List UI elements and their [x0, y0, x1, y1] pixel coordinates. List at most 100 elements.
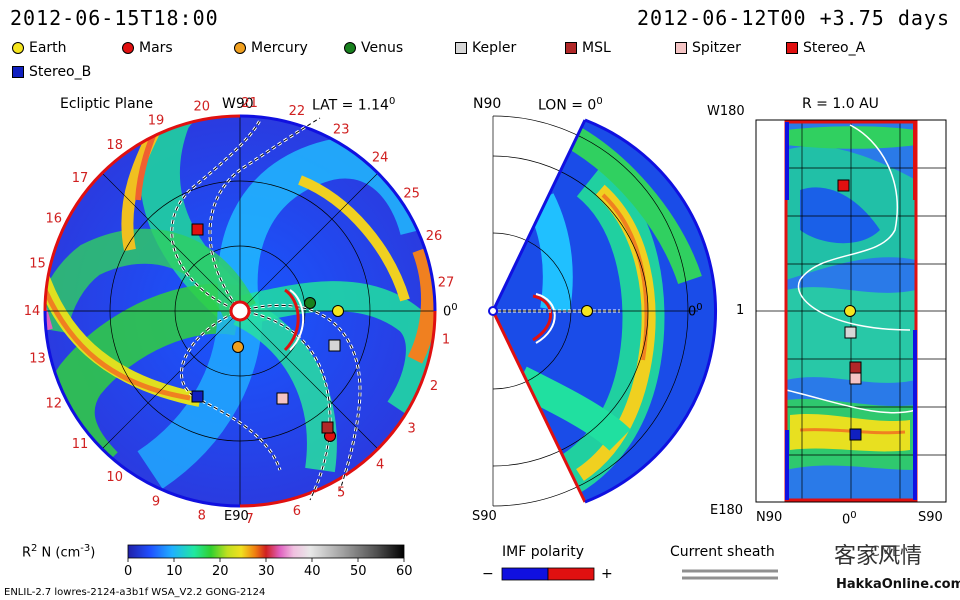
ecliptic-top-label: W90	[222, 96, 254, 112]
colorbar-tick: 0	[124, 564, 133, 579]
colorbar-tick: 30	[258, 564, 275, 579]
longitude-label: LON = 00	[538, 96, 603, 114]
latlon-mid-left-label: 1	[736, 303, 745, 318]
rotation-number-label: 17	[72, 171, 89, 186]
spitzer-marker	[276, 392, 289, 405]
date-time-right: 2012-06-12T00 +3.75 days	[637, 6, 950, 30]
colorbar-label: R2 N (cm-3)	[22, 543, 95, 560]
colorbar-label-unit: N (cm	[37, 545, 81, 561]
model-info: ENLIL-2.7 lowres-2124-a3b1f WSA_V2.2 GON…	[4, 587, 266, 598]
cme-label: CME	[870, 544, 901, 560]
rotation-number-label: 9	[152, 494, 160, 509]
current-sheath-title: Current sheath	[670, 544, 775, 560]
rotation-number-label: 3	[407, 422, 415, 437]
latitude-value: LAT = 1.14	[312, 97, 389, 114]
imf-polarity-title: IMF polarity	[502, 544, 585, 560]
rotation-number-label: 15	[29, 256, 46, 271]
legend-label: Mars	[139, 40, 173, 56]
rotation-number-label: 7	[245, 512, 253, 527]
colorbar-label-sup: 2	[31, 543, 38, 554]
ecliptic-right-degree: 0	[451, 302, 458, 313]
latlon-axis-degree: 0	[850, 510, 857, 521]
latlon-top-left-label: W180	[707, 104, 745, 119]
colorbar-tick: 20	[212, 564, 229, 579]
legend-label: Stereo_A	[803, 40, 866, 56]
rotation-number-label: 11	[72, 437, 89, 452]
meridional-right-degree: 0	[696, 302, 703, 313]
latlon-axis-label-0: 00	[842, 510, 857, 527]
earth-symbol-icon	[12, 42, 24, 54]
imf-minus-label: −	[482, 566, 494, 582]
rotation-number-label: 16	[46, 211, 63, 226]
msl-marker	[849, 361, 862, 374]
stereo-a-marker	[191, 223, 204, 236]
meridional-right-label: 00	[688, 302, 703, 319]
meridional-plane-plot	[488, 115, 718, 507]
kepler-marker	[328, 339, 341, 352]
rotation-number-label: 5	[337, 486, 345, 501]
msl-marker	[321, 421, 334, 434]
earth-marker	[581, 305, 593, 317]
colorbar-label-exp: -3	[80, 543, 91, 554]
colorbar-tick: 40	[304, 564, 321, 579]
current-sheath-symbol	[682, 569, 778, 580]
rotation-number-label: 8	[198, 509, 206, 524]
meridional-top-label: N90	[473, 96, 502, 112]
legend-label: Earth	[29, 40, 67, 56]
rotation-number-label: 24	[372, 150, 389, 165]
sun-icon	[229, 300, 251, 322]
watermark-chinese: 客家风情	[834, 544, 923, 569]
latlon-bottom-left-label: E180	[710, 503, 744, 518]
rotation-number-label: 26	[426, 229, 443, 244]
watermark-site: HakkaOnline.com	[836, 577, 960, 592]
stereo-b-marker	[849, 428, 862, 441]
density-colorbar	[127, 544, 405, 562]
stereo-a-symbol-icon	[786, 42, 798, 54]
latitude-degree: 0	[388, 96, 396, 107]
colorbar-label-r: R	[22, 545, 32, 561]
earth-marker	[332, 305, 344, 317]
legend-label: Spitzer	[692, 40, 741, 56]
mars-symbol-icon	[122, 42, 134, 54]
latlon-axis-label-n90: N90	[756, 510, 783, 525]
rotation-number-label: 1	[442, 333, 450, 348]
latlon-map-plot	[755, 119, 947, 503]
ecliptic-plane-title: Ecliptic Plane	[60, 96, 154, 112]
legend-label: Stereo_B	[29, 64, 92, 80]
rotation-number-label: 19	[148, 114, 165, 129]
rotation-number-label: 12	[46, 397, 63, 412]
rotation-number-label: 14	[24, 304, 41, 319]
spitzer-symbol-icon	[675, 42, 687, 54]
legend-label: MSL	[582, 40, 611, 56]
colorbar-label-end: )	[90, 545, 96, 561]
rotation-number-label: 6	[293, 504, 301, 519]
colorbar-tick: 60	[396, 564, 413, 579]
legend-label: Kepler	[472, 40, 517, 56]
latlon-axis-label-s90: S90	[918, 510, 943, 525]
imf-plus-label: +	[601, 566, 613, 582]
stereo-b-marker	[191, 390, 204, 403]
venus-symbol-icon	[344, 42, 356, 54]
rotation-number-label: 22	[289, 104, 306, 119]
rotation-number-label: 21	[241, 96, 258, 111]
mercury-marker	[232, 341, 244, 353]
rotation-number-label: 2	[430, 379, 438, 394]
rotation-number-label: 27	[438, 275, 455, 290]
msl-symbol-icon	[565, 42, 577, 54]
rotation-number-label: 20	[194, 100, 211, 115]
earth-marker	[844, 305, 856, 317]
date-time-left: 2012-06-15T18:00	[10, 6, 219, 30]
legend-label: Venus	[361, 40, 404, 56]
colorbar-tick: 50	[350, 564, 367, 579]
venus-marker	[304, 297, 316, 309]
stereo-b-symbol-icon	[12, 66, 24, 78]
legend-label: Mercury	[251, 40, 308, 56]
longitude-degree: 0	[596, 96, 603, 107]
mercury-symbol-icon	[234, 42, 246, 54]
rotation-number-label: 18	[106, 138, 123, 153]
longitude-value: LON = 0	[538, 97, 597, 114]
rotation-number-label: 25	[403, 187, 420, 202]
sun-icon	[488, 306, 498, 316]
